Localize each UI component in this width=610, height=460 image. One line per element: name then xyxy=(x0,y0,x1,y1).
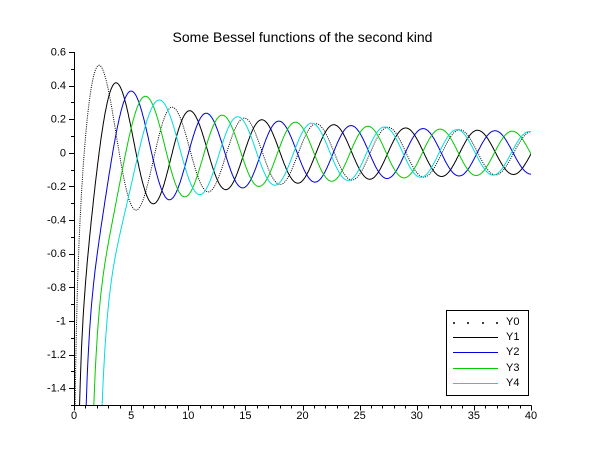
svg-text:25: 25 xyxy=(354,410,366,422)
svg-text:30: 30 xyxy=(411,410,423,422)
svg-text:0: 0 xyxy=(60,147,66,159)
svg-text:20: 20 xyxy=(296,410,308,422)
legend-item-y2: Y2 xyxy=(447,346,528,360)
svg-text:35: 35 xyxy=(468,410,480,422)
svg-text:0.2: 0.2 xyxy=(51,114,66,126)
dot-mark-icon xyxy=(481,321,484,324)
svg-text:0.4: 0.4 xyxy=(51,80,66,92)
svg-text:5: 5 xyxy=(128,410,134,422)
line-mark-icon xyxy=(453,352,498,354)
svg-text:-0.2: -0.2 xyxy=(47,181,66,193)
legend-swatch-line xyxy=(453,352,498,354)
legend-label: Y0 xyxy=(506,316,520,329)
legend-item-y1: Y1 xyxy=(447,331,528,345)
line-mark-icon xyxy=(453,382,498,384)
svg-text:-0.8: -0.8 xyxy=(47,282,66,294)
svg-text:-1: -1 xyxy=(56,315,66,327)
dot-mark-icon xyxy=(453,321,455,324)
svg-text:40: 40 xyxy=(525,410,537,422)
legend-swatch-line xyxy=(453,367,498,369)
legend-label: Y2 xyxy=(506,346,520,359)
legend-item-y0: Y0 xyxy=(447,316,528,330)
line-mark-icon xyxy=(453,337,498,339)
line-mark-icon xyxy=(453,367,498,369)
legend-swatch-line xyxy=(453,337,498,339)
legend-label: Y3 xyxy=(506,361,520,374)
svg-text:15: 15 xyxy=(239,410,251,422)
legend-swatch-line xyxy=(453,382,498,384)
legend-label: Y4 xyxy=(506,376,520,389)
chart-title: Some Bessel functions of the second kind xyxy=(172,29,433,45)
legend-swatch-dotted xyxy=(453,321,498,324)
dot-mark-icon xyxy=(495,321,498,324)
dot-mark-icon xyxy=(467,321,470,324)
svg-text:-0.6: -0.6 xyxy=(47,248,66,260)
svg-text:-1.2: -1.2 xyxy=(47,349,66,361)
svg-text:10: 10 xyxy=(182,410,194,422)
legend-item-y3: Y3 xyxy=(447,361,528,375)
svg-text:0.6: 0.6 xyxy=(51,47,66,59)
legend-box: Y0 Y1 Y2 Y3 Y4 xyxy=(446,310,529,396)
svg-text:-0.4: -0.4 xyxy=(47,215,66,227)
legend-item-y4: Y4 xyxy=(447,376,528,390)
svg-text:-1.4: -1.4 xyxy=(47,383,66,395)
legend-label: Y1 xyxy=(506,331,520,344)
svg-text:0: 0 xyxy=(71,410,77,422)
